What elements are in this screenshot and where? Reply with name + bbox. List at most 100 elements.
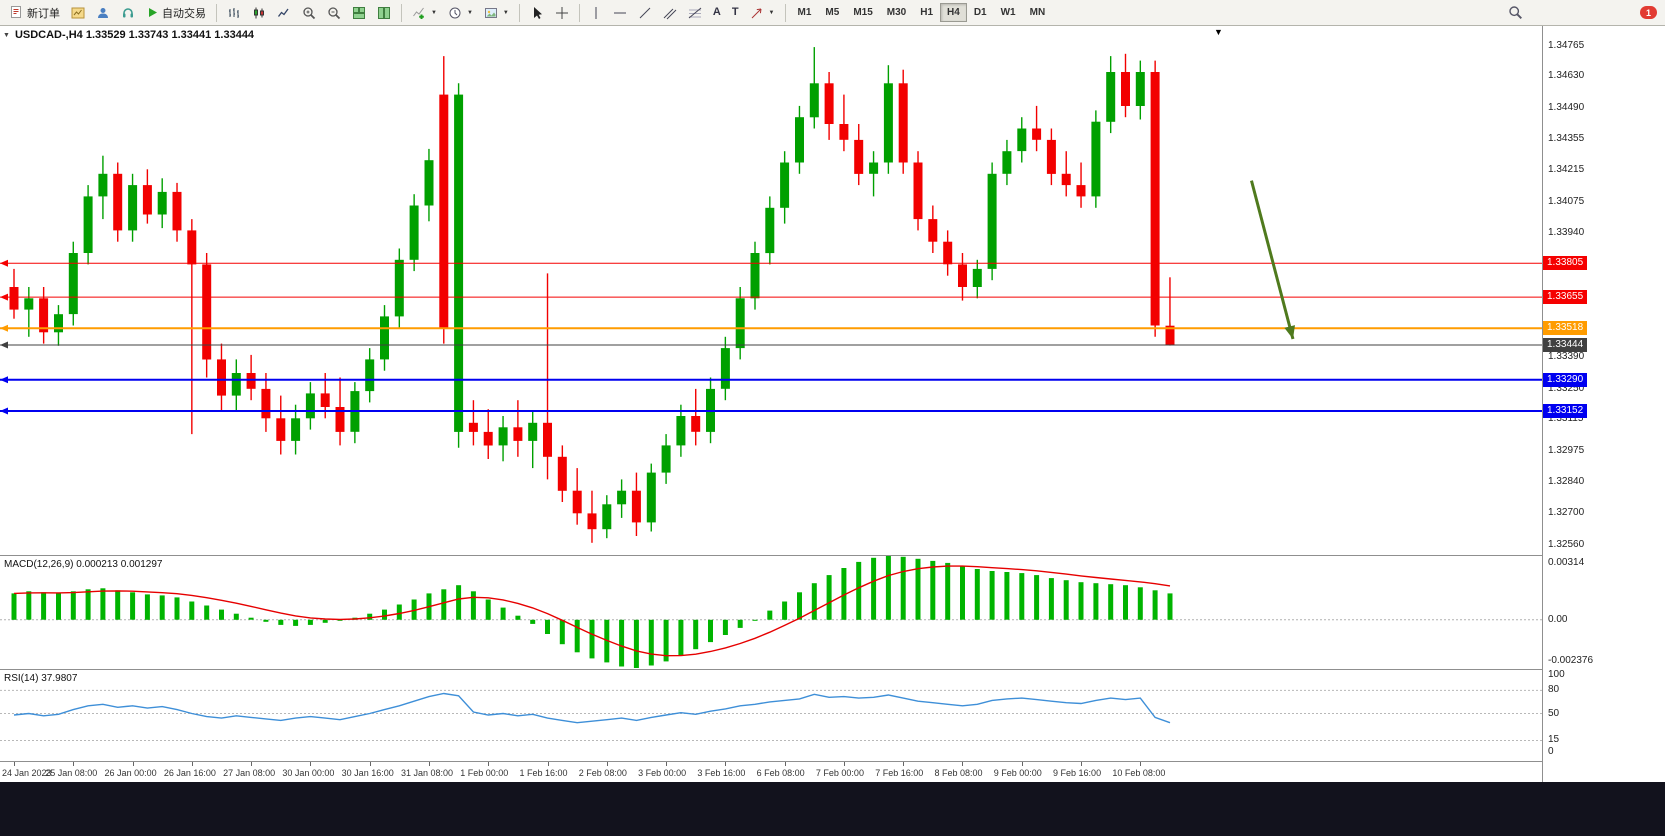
timeframe-w1[interactable]: W1 xyxy=(994,3,1023,22)
x-axis-tickmark xyxy=(428,762,430,766)
candles[interactable] xyxy=(9,47,1175,543)
candlestick-chart-button[interactable] xyxy=(247,2,271,24)
chevron-down-icon: ▼ xyxy=(768,9,775,16)
profiles-button[interactable] xyxy=(91,2,115,24)
timeframe-m1[interactable]: M1 xyxy=(791,3,819,22)
rsi-line xyxy=(13,692,1171,724)
x-axis-tickmark xyxy=(784,762,786,766)
tile-windows-button[interactable] xyxy=(347,2,371,24)
fibonacci-tool[interactable] xyxy=(683,2,707,24)
timeframe-h4[interactable]: H4 xyxy=(940,3,967,22)
tile-windows-icon xyxy=(353,6,365,19)
market-watch-button[interactable] xyxy=(66,2,90,24)
templates-button[interactable]: ▼ xyxy=(479,2,514,24)
x-axis-tickmark xyxy=(369,762,371,766)
trend-arrow[interactable] xyxy=(1250,180,1295,340)
collapse-icon[interactable]: ▼ xyxy=(3,31,10,39)
macd-axis-tick: 0.00314 xyxy=(1548,557,1585,568)
trendline-icon xyxy=(639,7,651,18)
crosshair-button[interactable] xyxy=(550,2,574,24)
timeframe-m30[interactable]: M30 xyxy=(880,3,913,22)
price-line-badge: 1.33805 xyxy=(1543,256,1588,271)
channel-tool[interactable] xyxy=(658,2,682,24)
zoom-out-button[interactable] xyxy=(322,2,346,24)
channel-icon xyxy=(663,8,677,19)
timeframe-m5[interactable]: M5 xyxy=(818,3,846,22)
toolbar-separator xyxy=(216,3,217,22)
x-axis-tickmark xyxy=(962,762,964,766)
x-axis[interactable]: 24 Jan 2023 25 Jan 08:00 26 Jan 00:00 26 Ja… xyxy=(0,761,1542,782)
periods-button[interactable]: ▼ xyxy=(443,2,478,24)
crosshair-icon xyxy=(555,6,568,19)
price-chart[interactable] xyxy=(0,26,1542,555)
macd-panel[interactable] xyxy=(0,556,1542,668)
y-axis[interactable]: 1.34765 1.34630 1.34490 1.34355 1.34215 1.340… xyxy=(1543,26,1665,782)
timeframe-group: M1 M5 M15 M30 H1 H4 D1 W1 MN xyxy=(791,3,1053,22)
x-axis-label: 1 Feb 16:00 xyxy=(519,768,568,778)
y-axis-tick: 1.33390 xyxy=(1548,351,1585,363)
panel-divider[interactable] xyxy=(0,555,1665,556)
vertical-line-tool[interactable] xyxy=(585,2,607,24)
y-axis-tick: 1.32560 xyxy=(1548,539,1585,551)
search-icon xyxy=(1509,6,1522,19)
y-axis-tick: 1.32700 xyxy=(1548,507,1585,519)
x-axis-label: 26 Jan 16:00 xyxy=(163,768,216,778)
indicators-button[interactable]: ▼ xyxy=(407,2,442,24)
cursor-button[interactable] xyxy=(525,2,549,24)
x-axis-tickmark xyxy=(606,762,608,766)
price-line-badge: 1.33290 xyxy=(1543,372,1588,387)
bar-chart-button[interactable] xyxy=(222,2,246,24)
y-axis-tick: 1.33940 xyxy=(1548,226,1585,238)
label-tool[interactable]: T xyxy=(727,2,744,24)
search-button[interactable] xyxy=(1503,2,1528,24)
cascade-windows-button[interactable] xyxy=(372,2,396,24)
trend-arrow-head xyxy=(1284,325,1295,340)
support-button[interactable] xyxy=(116,2,140,24)
timeframe-mn[interactable]: MN xyxy=(1023,3,1053,22)
cursor-icon xyxy=(533,6,542,19)
zoom-in-button[interactable] xyxy=(297,2,321,24)
quote-line: ▼ USDCAD-,H4 1.33529 1.33743 1.33441 1.3… xyxy=(3,29,254,41)
headset-icon xyxy=(123,7,133,17)
panel-divider[interactable] xyxy=(0,669,1665,670)
rsi-axis-tick: 80 xyxy=(1548,684,1560,696)
rsi-axis-tick: 15 xyxy=(1548,734,1560,746)
arrows-tool[interactable]: ▼ xyxy=(745,2,780,24)
horizontal-line-tool[interactable] xyxy=(608,2,632,24)
x-axis-tickmark xyxy=(1021,762,1023,766)
y-axis-tick: 1.34490 xyxy=(1548,102,1585,114)
toolbar: 新订单 自动交易 ▼ ▼ ▼ xyxy=(0,0,1665,26)
zoom-in-icon xyxy=(303,6,316,19)
bottom-bar xyxy=(0,782,1665,836)
fibonacci-icon xyxy=(688,7,702,18)
auto-trading-icon xyxy=(149,8,157,17)
label-tool-icon: T xyxy=(731,6,739,18)
line-chart-button[interactable] xyxy=(272,2,296,24)
y-axis-tick: 1.34765 xyxy=(1548,39,1585,51)
rsi-axis-tick: 100 xyxy=(1548,669,1565,680)
x-axis-label: 26 Jan 00:00 xyxy=(104,768,157,778)
y-axis-tick: 1.34355 xyxy=(1548,132,1585,144)
timeframe-m15[interactable]: M15 xyxy=(846,3,879,22)
y-axis-tick: 1.33115 xyxy=(1548,413,1584,425)
y-axis-tick: 1.34075 xyxy=(1548,196,1585,208)
macd-signal-line xyxy=(13,565,1171,657)
timeframe-h1[interactable]: H1 xyxy=(913,3,940,22)
chart-area: ▼ USDCAD-,H4 1.33529 1.33743 1.33441 1.3… xyxy=(0,26,1665,782)
hline-left-marker xyxy=(0,407,8,415)
auto-trading-button[interactable]: 自动交易 xyxy=(141,2,211,24)
chart-shift-marker[interactable]: ▼ xyxy=(1214,27,1223,37)
x-axis-label: 7 Feb 16:00 xyxy=(875,768,924,778)
x-axis-tickmark xyxy=(73,762,75,766)
rsi-axis-tick: 0 xyxy=(1548,746,1554,757)
x-axis-tickmark xyxy=(132,762,134,766)
new-order-button[interactable]: 新订单 xyxy=(4,2,65,24)
rsi-panel[interactable] xyxy=(0,670,1542,760)
timeframe-d1[interactable]: D1 xyxy=(967,3,994,22)
zoom-out-icon xyxy=(328,6,341,19)
market-watch-icon xyxy=(71,7,85,18)
trendline-tool[interactable] xyxy=(633,2,657,24)
x-axis-tickmark xyxy=(547,762,549,766)
notification-badge[interactable]: 1 xyxy=(1640,6,1657,19)
text-tool[interactable]: A xyxy=(708,2,726,24)
